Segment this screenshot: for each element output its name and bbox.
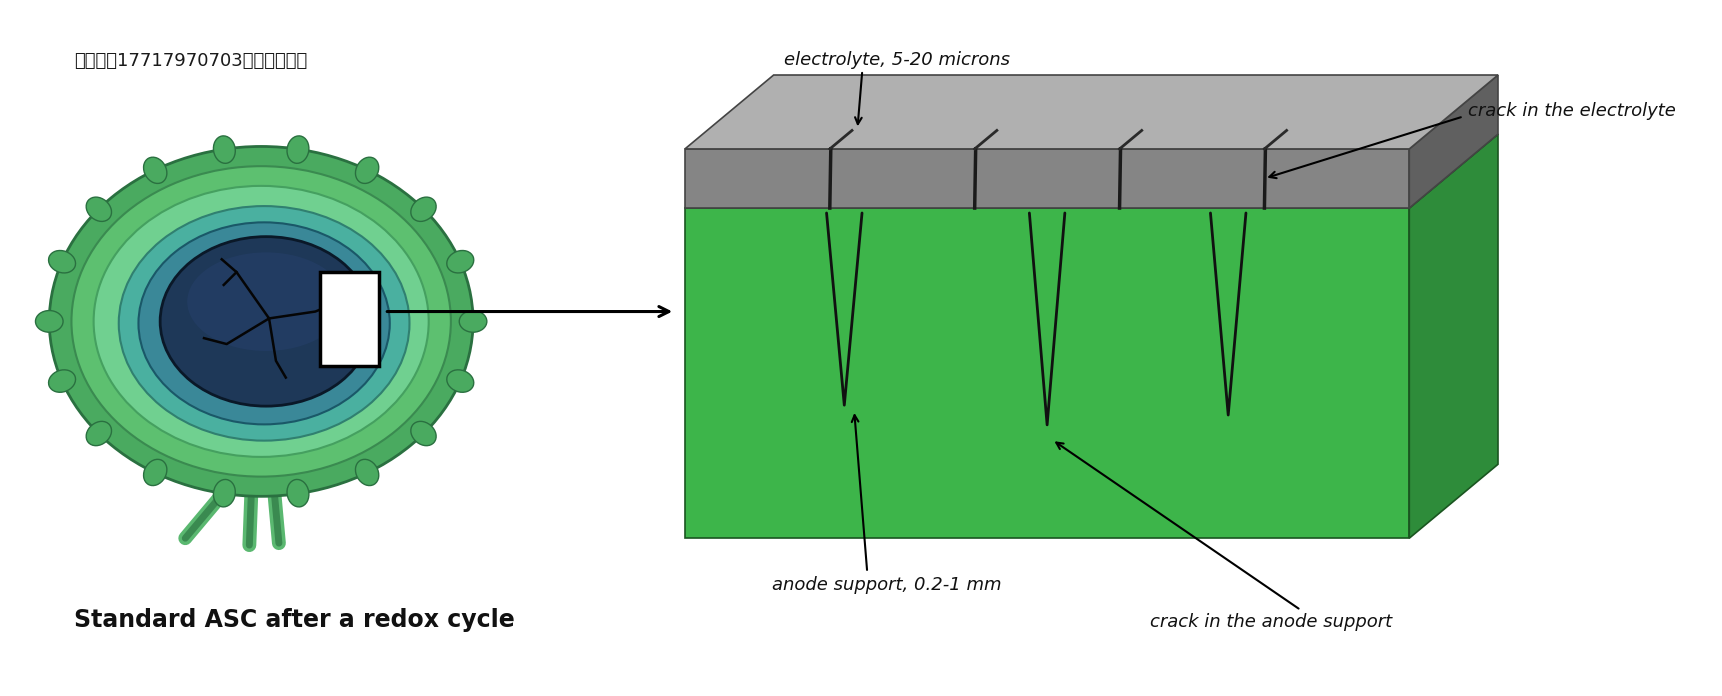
- Ellipse shape: [214, 136, 236, 164]
- Polygon shape: [1409, 75, 1498, 208]
- Ellipse shape: [86, 197, 112, 221]
- Ellipse shape: [188, 253, 344, 351]
- Text: crack in the anode support: crack in the anode support: [1150, 613, 1393, 631]
- Ellipse shape: [48, 370, 76, 393]
- Ellipse shape: [160, 237, 372, 406]
- Ellipse shape: [143, 157, 167, 184]
- Polygon shape: [685, 208, 1409, 538]
- Ellipse shape: [446, 251, 474, 273]
- Ellipse shape: [412, 421, 436, 445]
- Polygon shape: [685, 149, 1409, 208]
- Ellipse shape: [93, 186, 429, 457]
- Ellipse shape: [446, 370, 474, 393]
- Ellipse shape: [50, 146, 474, 496]
- Text: electrolyte, 5-20 microns: electrolyte, 5-20 microns: [784, 52, 1009, 69]
- Polygon shape: [1409, 134, 1498, 538]
- Bar: [320, 272, 379, 365]
- Ellipse shape: [288, 136, 308, 164]
- Ellipse shape: [355, 157, 379, 184]
- Polygon shape: [685, 134, 1498, 208]
- Ellipse shape: [460, 310, 487, 332]
- Ellipse shape: [36, 310, 64, 332]
- Text: 林经理：17717970703（微信同号）: 林经理：17717970703（微信同号）: [74, 52, 307, 70]
- Ellipse shape: [86, 421, 112, 445]
- Ellipse shape: [412, 197, 436, 221]
- Ellipse shape: [214, 480, 236, 507]
- Ellipse shape: [138, 222, 389, 425]
- Ellipse shape: [288, 480, 308, 507]
- Ellipse shape: [71, 166, 451, 477]
- Polygon shape: [685, 75, 1498, 149]
- Text: anode support, 0.2-1 mm: anode support, 0.2-1 mm: [771, 576, 1002, 594]
- Ellipse shape: [48, 251, 76, 273]
- Text: crack in the electrolyte: crack in the electrolyte: [1469, 102, 1676, 120]
- Ellipse shape: [355, 459, 379, 486]
- Ellipse shape: [143, 459, 167, 486]
- Ellipse shape: [119, 206, 410, 441]
- Text: Standard ASC after a redox cycle: Standard ASC after a redox cycle: [74, 608, 515, 632]
